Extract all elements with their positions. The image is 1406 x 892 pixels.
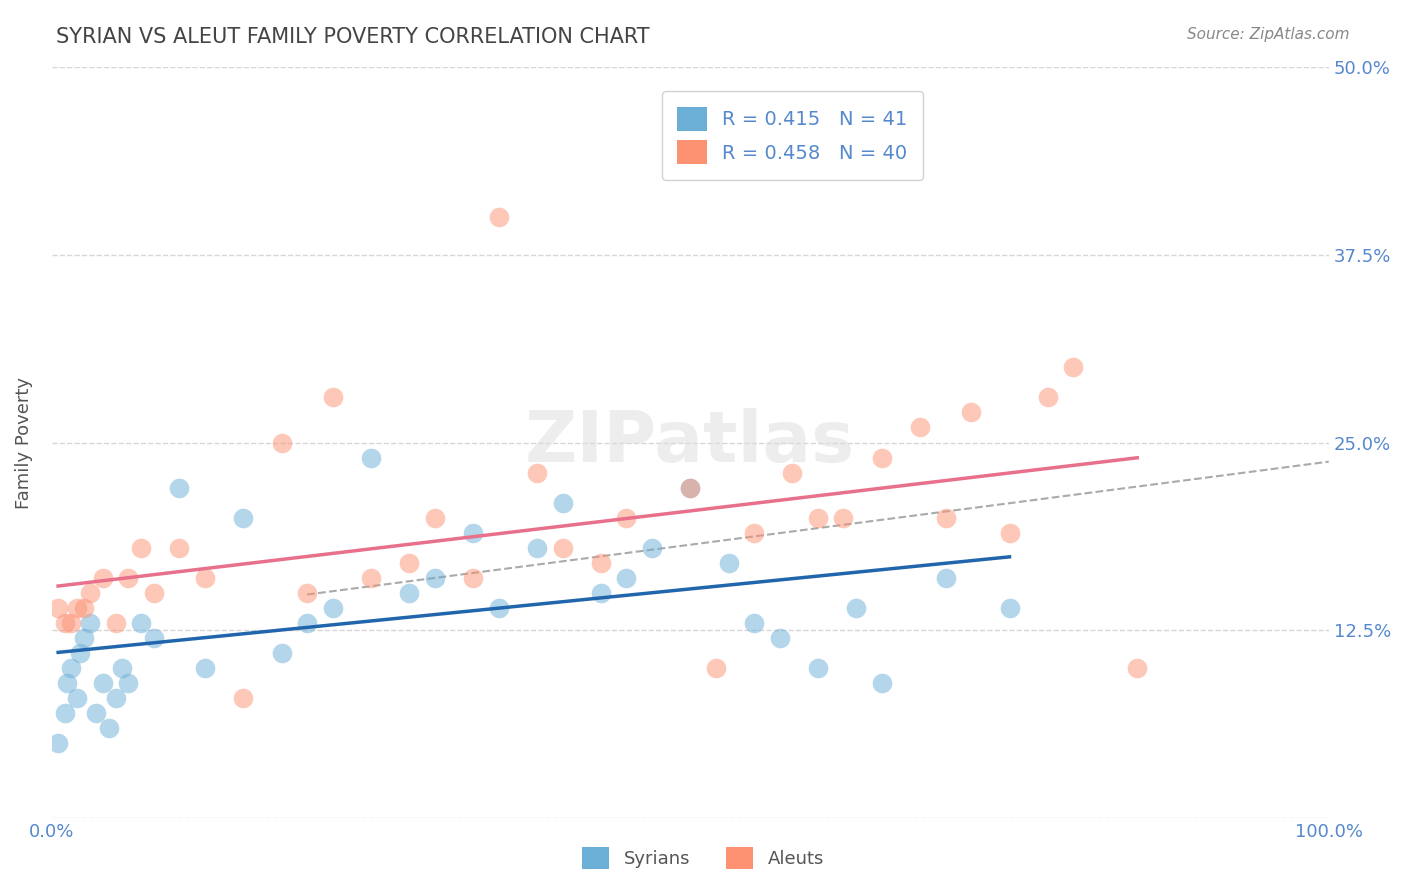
- Point: [589, 556, 612, 570]
- Point: [960, 405, 983, 419]
- Point: [463, 525, 485, 540]
- Point: [488, 210, 510, 224]
- Point: [66, 601, 89, 615]
- Text: Source: ZipAtlas.com: Source: ZipAtlas.com: [1187, 27, 1350, 42]
- Point: [1062, 360, 1084, 375]
- Point: [1036, 391, 1059, 405]
- Point: [870, 676, 893, 690]
- Point: [807, 661, 830, 675]
- Point: [129, 541, 152, 555]
- Point: [194, 571, 217, 585]
- Point: [104, 691, 127, 706]
- Point: [73, 601, 96, 615]
- Point: [232, 691, 254, 706]
- Point: [998, 601, 1021, 615]
- Point: [870, 450, 893, 465]
- Point: [551, 541, 574, 555]
- Point: [270, 435, 292, 450]
- Point: [423, 510, 446, 524]
- Point: [169, 481, 191, 495]
- Point: [79, 586, 101, 600]
- Point: [616, 510, 638, 524]
- Text: SYRIAN VS ALEUT FAMILY POVERTY CORRELATION CHART: SYRIAN VS ALEUT FAMILY POVERTY CORRELATI…: [56, 27, 650, 46]
- Y-axis label: Family Poverty: Family Poverty: [15, 376, 32, 508]
- Point: [717, 556, 740, 570]
- Point: [46, 601, 69, 615]
- Point: [742, 525, 765, 540]
- Point: [908, 420, 931, 434]
- Legend: R = 0.415   N = 41, R = 0.458   N = 40: R = 0.415 N = 41, R = 0.458 N = 40: [662, 91, 922, 179]
- Legend: Syrians, Aleuts: Syrians, Aleuts: [574, 838, 832, 879]
- Point: [398, 556, 420, 570]
- Point: [360, 450, 382, 465]
- Point: [679, 481, 702, 495]
- Point: [360, 571, 382, 585]
- Point: [423, 571, 446, 585]
- Point: [935, 571, 957, 585]
- Point: [142, 631, 165, 645]
- Point: [1126, 661, 1149, 675]
- Point: [704, 661, 727, 675]
- Point: [129, 615, 152, 630]
- Point: [59, 661, 82, 675]
- Point: [194, 661, 217, 675]
- Point: [769, 631, 792, 645]
- Point: [59, 615, 82, 630]
- Point: [845, 601, 868, 615]
- Point: [86, 706, 108, 721]
- Point: [73, 631, 96, 645]
- Point: [998, 525, 1021, 540]
- Point: [295, 586, 318, 600]
- Point: [616, 571, 638, 585]
- Point: [488, 601, 510, 615]
- Point: [322, 601, 344, 615]
- Point: [53, 615, 76, 630]
- Point: [742, 615, 765, 630]
- Point: [832, 510, 855, 524]
- Point: [463, 571, 485, 585]
- Point: [295, 615, 318, 630]
- Point: [117, 571, 139, 585]
- Point: [322, 391, 344, 405]
- Point: [679, 481, 702, 495]
- Point: [142, 586, 165, 600]
- Point: [641, 541, 664, 555]
- Point: [56, 676, 79, 690]
- Point: [91, 571, 114, 585]
- Point: [79, 615, 101, 630]
- Point: [551, 496, 574, 510]
- Point: [935, 510, 957, 524]
- Point: [270, 646, 292, 660]
- Point: [91, 676, 114, 690]
- Point: [398, 586, 420, 600]
- Point: [589, 586, 612, 600]
- Point: [53, 706, 76, 721]
- Point: [169, 541, 191, 555]
- Point: [526, 541, 548, 555]
- Point: [46, 736, 69, 750]
- Point: [232, 510, 254, 524]
- Point: [98, 721, 121, 735]
- Point: [807, 510, 830, 524]
- Point: [104, 615, 127, 630]
- Point: [117, 676, 139, 690]
- Point: [69, 646, 91, 660]
- Point: [66, 691, 89, 706]
- Text: ZIPatlas: ZIPatlas: [526, 408, 855, 477]
- Point: [111, 661, 134, 675]
- Point: [526, 466, 548, 480]
- Point: [782, 466, 804, 480]
